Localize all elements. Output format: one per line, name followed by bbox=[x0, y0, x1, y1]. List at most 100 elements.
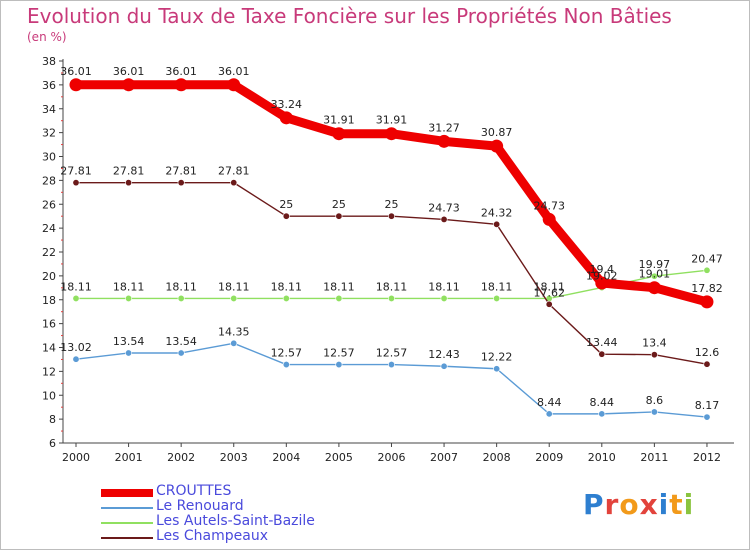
data-point-crouttes bbox=[332, 127, 346, 141]
data-label-les-champeaux: 13.44 bbox=[586, 336, 618, 349]
y-tick-label: 20 bbox=[42, 270, 56, 283]
data-point-les-autels-saint-bazile bbox=[230, 294, 238, 302]
x-tick-label: 2001 bbox=[115, 451, 143, 464]
y-tick-label: 30 bbox=[42, 151, 56, 164]
legend-label: Les Autels-Saint-Bazile bbox=[156, 513, 315, 529]
legend-label: Les Champeaux bbox=[156, 528, 269, 544]
x-tick-label: 2007 bbox=[430, 451, 458, 464]
y-tick-label: 16 bbox=[42, 318, 56, 331]
chart-title: Evolution du Taux de Taxe Foncière sur l… bbox=[27, 4, 672, 28]
data-point-crouttes bbox=[437, 134, 451, 148]
data-label-crouttes: 31.91 bbox=[323, 114, 355, 127]
data-point-crouttes bbox=[542, 212, 556, 226]
data-label-crouttes: 36.01 bbox=[113, 65, 145, 78]
data-point-les-champeaux bbox=[335, 212, 343, 220]
x-tick-label: 2011 bbox=[640, 451, 668, 464]
legend-swatch-les-autels-saint-bazile bbox=[101, 522, 153, 524]
data-label-le-renouard: 14.35 bbox=[218, 325, 250, 338]
x-tick-label: 2008 bbox=[483, 451, 511, 464]
x-tick-label: 2003 bbox=[220, 451, 248, 464]
y-tick-label: 22 bbox=[42, 246, 56, 259]
data-point-crouttes bbox=[384, 127, 398, 141]
y-tick-label: 18 bbox=[42, 294, 56, 307]
x-tick-label: 2000 bbox=[62, 451, 90, 464]
data-label-les-autels-saint-bazile: 18.11 bbox=[533, 280, 565, 293]
data-point-les-champeaux bbox=[493, 220, 501, 228]
y-tick-label: 8 bbox=[49, 413, 56, 426]
data-point-le-renouard bbox=[650, 408, 658, 416]
x-tick-label: 2012 bbox=[693, 451, 721, 464]
data-label-les-autels-saint-bazile: 18.11 bbox=[218, 280, 250, 293]
data-label-le-renouard: 12.57 bbox=[271, 347, 303, 360]
data-label-les-autels-saint-bazile: 19.97 bbox=[639, 258, 671, 271]
data-point-les-autels-saint-bazile bbox=[335, 294, 343, 302]
legend-swatch-les-champeaux bbox=[101, 537, 153, 539]
data-point-les-champeaux bbox=[703, 360, 711, 368]
data-label-crouttes: 36.01 bbox=[218, 65, 250, 78]
data-label-le-renouard: 13.02 bbox=[60, 341, 92, 354]
data-label-crouttes: 19.01 bbox=[639, 268, 671, 281]
y-tick-label: 36 bbox=[42, 79, 56, 92]
logo-letter: t bbox=[669, 488, 684, 521]
data-point-les-autels-saint-bazile bbox=[703, 266, 711, 274]
logo-letter: o bbox=[619, 488, 640, 521]
data-label-crouttes: 19.4 bbox=[590, 263, 615, 276]
data-point-crouttes bbox=[174, 78, 188, 92]
legend-label: Le Renouard bbox=[156, 498, 244, 514]
data-label-les-champeaux: 17.62 bbox=[533, 286, 565, 299]
y-tick-label: 6 bbox=[49, 437, 56, 450]
logo-letter: x bbox=[639, 488, 659, 521]
data-label-les-autels-saint-bazile: 18.11 bbox=[113, 280, 145, 293]
data-label-les-champeaux: 25 bbox=[279, 198, 293, 211]
data-point-crouttes bbox=[279, 111, 293, 125]
data-label-crouttes: 24.73 bbox=[533, 199, 565, 212]
data-point-crouttes bbox=[647, 281, 661, 295]
x-tick-label: 2006 bbox=[377, 451, 405, 464]
data-point-les-autels-saint-bazile bbox=[177, 294, 185, 302]
data-label-les-autels-saint-bazile: 18.11 bbox=[428, 280, 460, 293]
y-tick-label: 14 bbox=[42, 342, 56, 355]
data-label-les-champeaux: 25 bbox=[384, 198, 398, 211]
logo-letter: r bbox=[604, 488, 620, 521]
logo-letter: i bbox=[658, 488, 670, 521]
x-tick-label: 2009 bbox=[535, 451, 563, 464]
data-point-les-champeaux bbox=[598, 350, 606, 358]
data-label-crouttes: 36.01 bbox=[165, 65, 197, 78]
data-point-le-renouard bbox=[493, 365, 501, 373]
data-label-le-renouard: 12.43 bbox=[428, 348, 460, 361]
data-label-les-champeaux: 24.73 bbox=[428, 201, 460, 214]
data-label-les-champeaux: 27.81 bbox=[218, 165, 250, 178]
y-tick-label: 32 bbox=[42, 127, 56, 140]
data-point-les-autels-saint-bazile bbox=[125, 294, 133, 302]
data-point-le-renouard bbox=[598, 410, 606, 418]
data-label-le-renouard: 8.17 bbox=[695, 399, 720, 412]
data-label-les-autels-saint-bazile: 18.11 bbox=[481, 280, 513, 293]
y-tick-label: 28 bbox=[42, 174, 56, 187]
data-point-les-autels-saint-bazile bbox=[650, 272, 658, 280]
data-label-les-champeaux: 12.6 bbox=[695, 346, 720, 359]
data-label-les-autels-saint-bazile: 18.11 bbox=[376, 280, 408, 293]
data-label-crouttes: 31.27 bbox=[428, 121, 460, 134]
legend-swatch-crouttes bbox=[101, 489, 153, 497]
chart-unit-label: (en %) bbox=[27, 30, 67, 44]
data-point-les-autels-saint-bazile bbox=[282, 294, 290, 302]
y-tick-label: 10 bbox=[42, 389, 56, 402]
y-tick-label: 24 bbox=[42, 222, 56, 235]
data-point-le-renouard bbox=[125, 349, 133, 357]
data-point-les-autels-saint-bazile bbox=[440, 294, 448, 302]
logo-letter: P bbox=[583, 488, 605, 521]
data-label-crouttes: 30.87 bbox=[481, 126, 513, 139]
data-point-crouttes bbox=[490, 139, 504, 153]
data-point-le-renouard bbox=[230, 339, 238, 347]
data-label-crouttes: 33.24 bbox=[271, 98, 303, 111]
data-point-les-autels-saint-bazile bbox=[72, 294, 80, 302]
data-label-le-renouard: 13.54 bbox=[113, 335, 145, 348]
data-label-le-renouard: 8.6 bbox=[646, 394, 664, 407]
data-label-le-renouard: 12.57 bbox=[323, 347, 355, 360]
data-point-les-champeaux bbox=[72, 179, 80, 187]
data-label-crouttes: 36.01 bbox=[60, 65, 92, 78]
data-label-les-autels-saint-bazile: 19.02 bbox=[586, 270, 618, 283]
data-label-le-renouard: 8.44 bbox=[537, 396, 562, 409]
x-tick-label: 2010 bbox=[588, 451, 616, 464]
